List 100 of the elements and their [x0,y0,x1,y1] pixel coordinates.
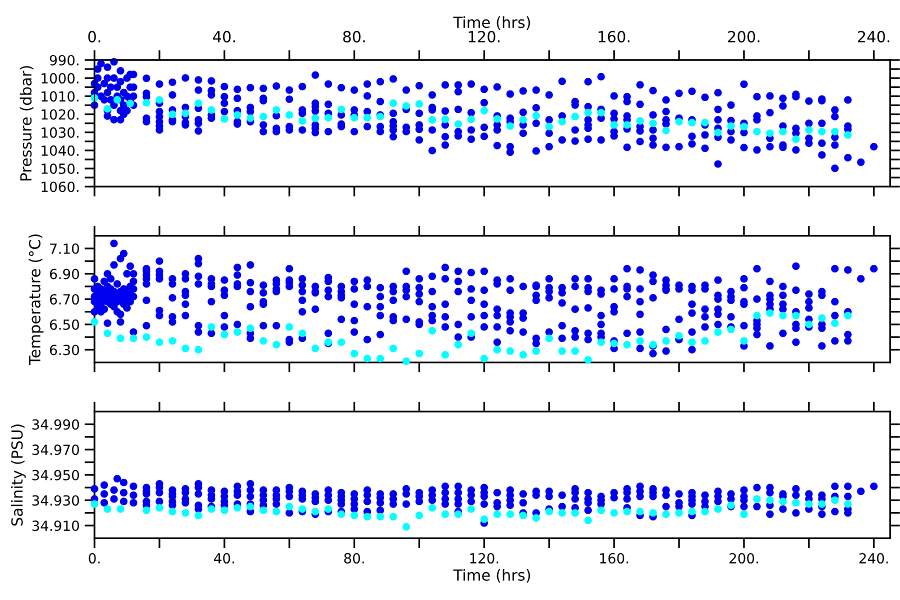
point [467,329,475,338]
y-tick-label: 6.50 [50,319,79,330]
point [779,128,787,136]
point [168,508,176,516]
point [714,128,722,136]
point [766,129,774,138]
point [571,347,579,355]
point [168,337,176,345]
point [246,114,254,122]
point [363,354,372,362]
point [532,112,540,120]
point [740,337,748,345]
x2-axis-title: Time (hrs) [453,16,530,30]
point [126,100,134,108]
point [493,510,501,518]
point [792,312,800,320]
point [208,106,216,114]
point [428,504,436,512]
point [415,350,424,358]
point [558,347,566,355]
point [519,116,527,124]
x-tick-label: 80. [344,553,364,564]
point [337,106,346,114]
point [636,117,644,125]
y-tick-label: 1050. [42,163,78,174]
point [584,356,592,364]
y-tick-label: 34.970 [32,444,79,456]
point [312,344,320,352]
point [805,500,813,508]
point [506,347,514,355]
point [831,128,839,136]
point [818,500,826,508]
x-axis-title: Time (hrs) [453,569,530,583]
point [376,354,384,362]
point [675,118,683,126]
point [493,115,501,123]
point [116,505,124,513]
y-axis-title: Salinity (PSU) [10,424,26,526]
x2-tick-label: 160. [598,30,630,42]
point [286,502,294,510]
point [402,523,410,531]
point [156,338,164,346]
point [208,323,216,331]
point [415,100,424,108]
point [402,102,410,110]
point [376,512,384,520]
y-axis-title: Temperature (°C) [28,234,44,366]
point [545,334,553,342]
point [740,122,748,130]
point [506,122,514,130]
point [558,509,566,517]
point [234,504,242,512]
point [753,128,761,136]
point [662,510,670,518]
point [636,508,644,516]
y-tick-label: 34.910 [32,520,79,532]
point [104,505,112,513]
point [571,509,579,517]
point [818,314,826,322]
point [272,106,280,114]
point [532,347,540,355]
point [753,312,761,320]
point [779,498,787,506]
x2-tick-label: 200. [728,30,760,42]
point [675,509,683,517]
x-tick-label: 160. [600,553,628,564]
point [389,512,398,520]
point [688,508,696,516]
point [350,512,358,520]
y-tick-label: 1000. [42,73,78,84]
point [779,312,787,320]
point [389,99,398,108]
point [519,512,527,520]
point [649,119,657,128]
x2-tick-label: 0. [88,30,100,42]
point [831,496,839,504]
point [298,329,306,338]
point [506,510,514,518]
x2-tick-label: 120. [468,30,500,42]
point [467,116,475,124]
point [701,118,709,126]
point [545,508,553,516]
point [194,99,202,108]
point [142,333,150,341]
point [740,510,748,518]
point [234,328,242,336]
point [610,340,618,348]
y-axis-title: Pressure (dbar) [20,66,34,180]
x-tick-label: 240. [859,553,888,564]
point [220,506,228,514]
x2-tick-label: 240. [858,30,890,42]
point [260,506,268,514]
point [467,505,475,513]
point [441,510,450,518]
point [428,326,436,335]
point [597,506,605,514]
point [545,122,553,130]
point [90,500,98,508]
point [324,114,332,122]
point [168,110,176,118]
